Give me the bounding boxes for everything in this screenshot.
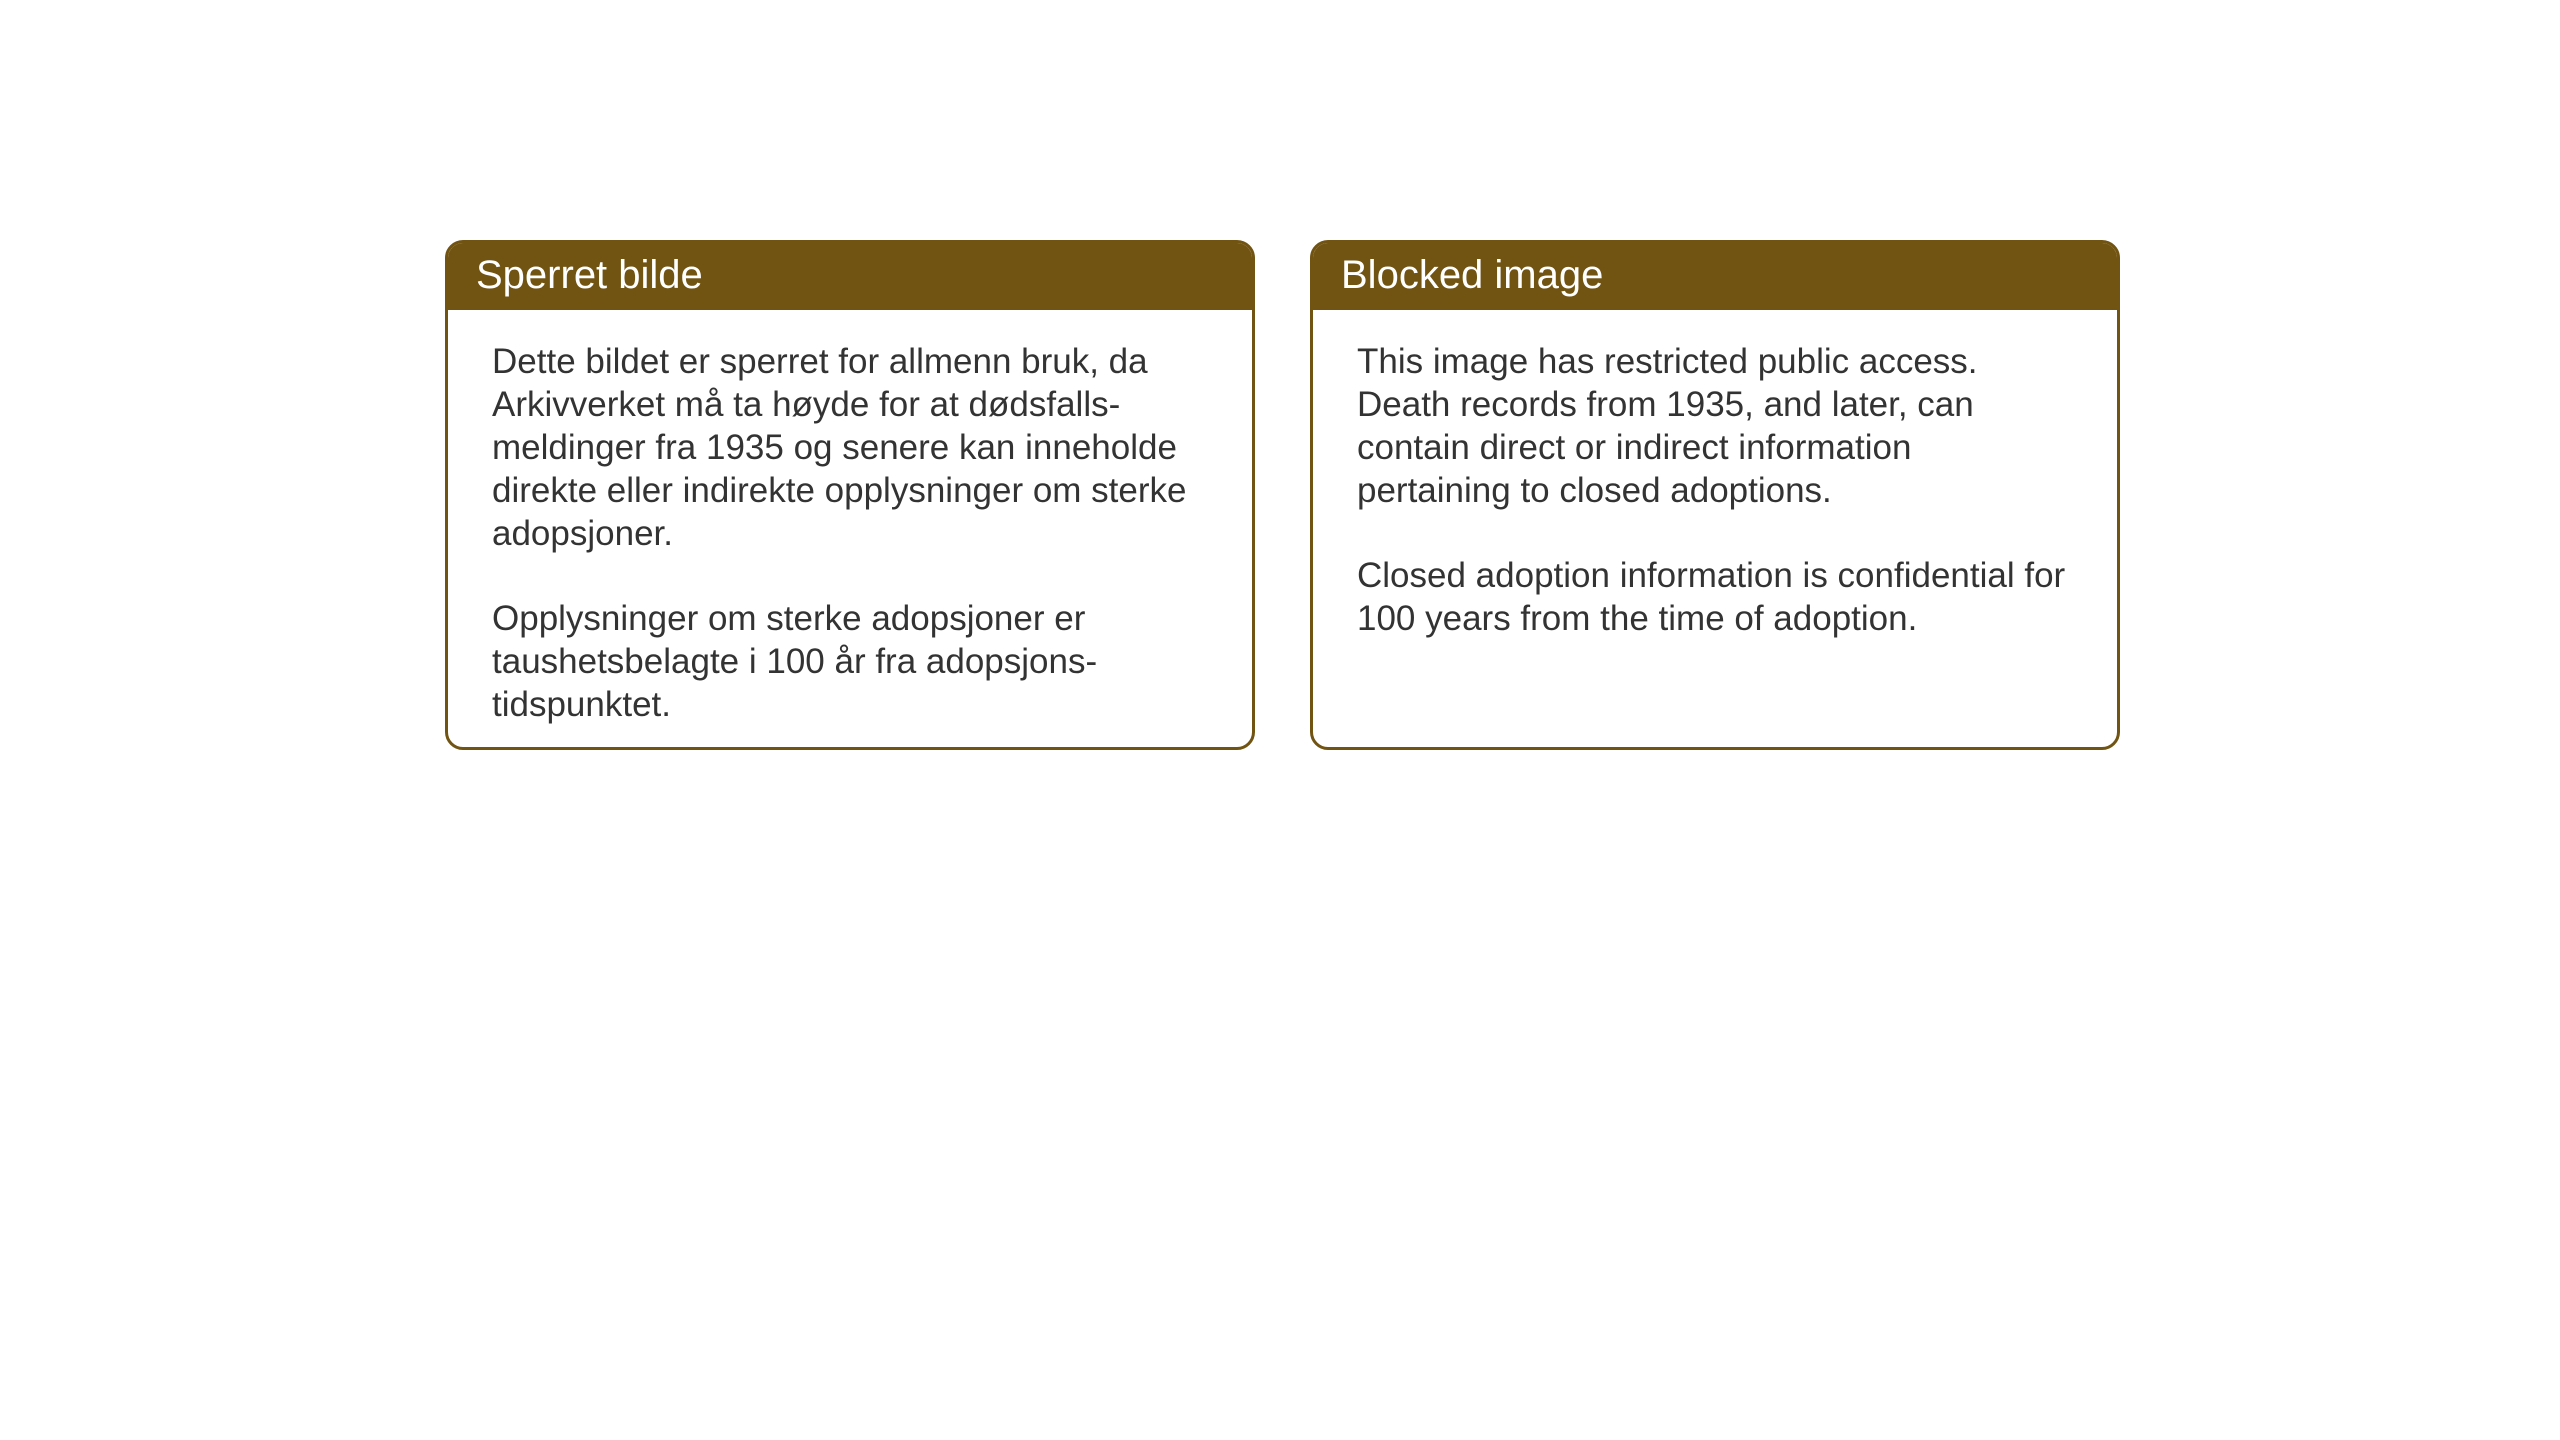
notice-title-norwegian: Sperret bilde <box>476 253 703 297</box>
notice-body-norwegian: Dette bildet er sperret for allmenn bruk… <box>448 310 1252 750</box>
notice-header-english: Blocked image <box>1313 243 2117 310</box>
notice-paragraph-norwegian-2: Opplysninger om sterke adopsjoner er tau… <box>492 597 1208 726</box>
notice-paragraph-english-1: This image has restricted public access.… <box>1357 340 2073 512</box>
notice-card-english: Blocked image This image has restricted … <box>1310 240 2120 750</box>
notice-header-norwegian: Sperret bilde <box>448 243 1252 310</box>
notice-body-english: This image has restricted public access.… <box>1313 310 2117 680</box>
notice-paragraph-norwegian-1: Dette bildet er sperret for allmenn bruk… <box>492 340 1208 555</box>
notice-card-norwegian: Sperret bilde Dette bildet er sperret fo… <box>445 240 1255 750</box>
notice-title-english: Blocked image <box>1341 253 1603 297</box>
notice-container: Sperret bilde Dette bildet er sperret fo… <box>445 240 2120 750</box>
notice-paragraph-english-2: Closed adoption information is confident… <box>1357 554 2073 640</box>
